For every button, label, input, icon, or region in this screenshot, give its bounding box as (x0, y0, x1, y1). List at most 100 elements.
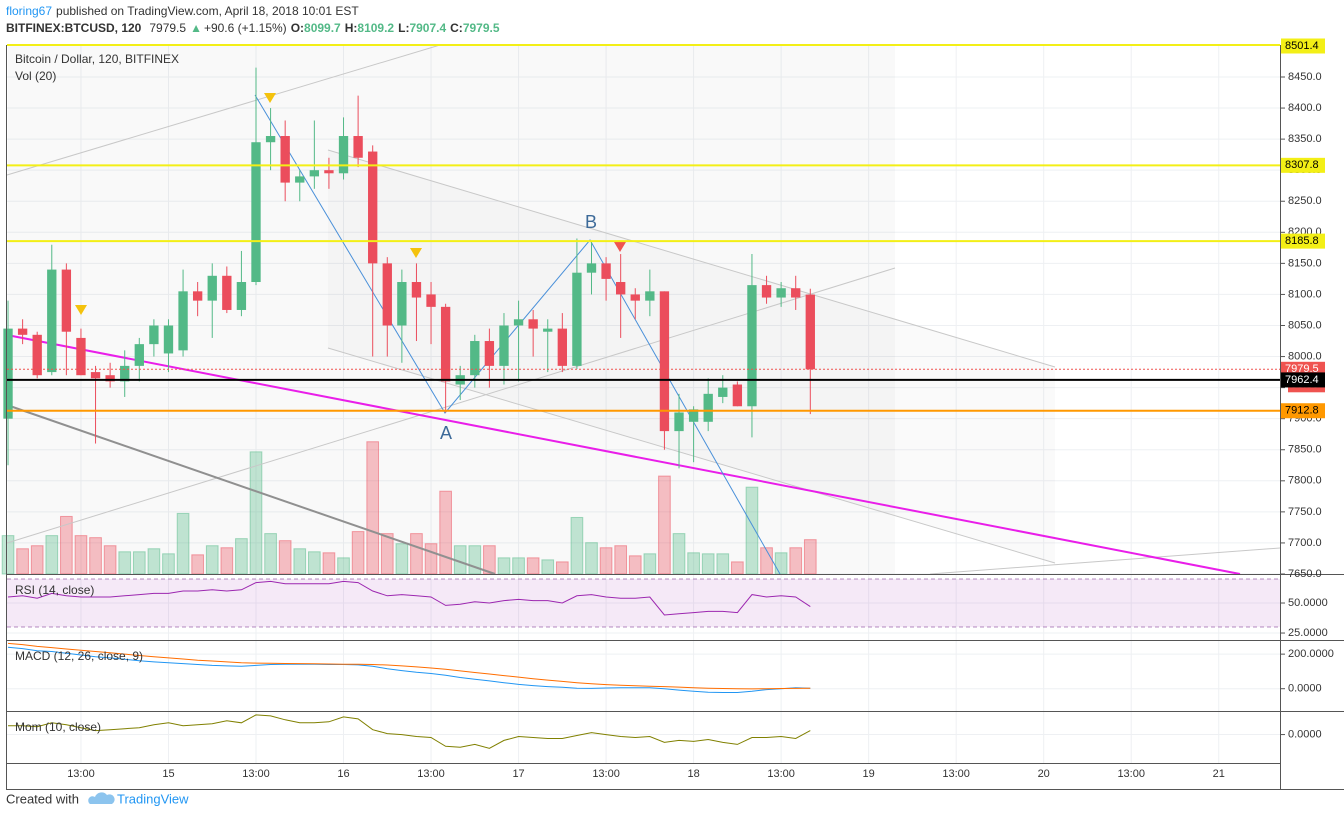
volume (1, 441, 817, 575)
candle-body (659, 291, 670, 432)
volume-bar (599, 547, 613, 575)
pane-title: Bitcoin / Dollar, 120, BITFINEX (15, 52, 179, 66)
pattern-label: B (585, 212, 597, 232)
volume-bar (628, 555, 642, 575)
volume-bar (162, 553, 175, 575)
x-tick-label: 13:00 (942, 768, 970, 780)
band-fill (7, 579, 1280, 628)
x-tick-label: 18 (687, 768, 699, 780)
candle-body (280, 136, 290, 183)
footer-brand[interactable]: TradingView (117, 791, 189, 806)
volume-bar (337, 557, 350, 575)
candle-body (645, 291, 655, 301)
ohlc-value: 8109.2 (357, 21, 394, 35)
volume-bar (716, 553, 730, 575)
candle-body (338, 136, 349, 174)
price-level-label: 7912.8 (1285, 405, 1319, 417)
candle-body (528, 319, 538, 329)
header-line: floring67 published on TradingView.com, A… (6, 4, 359, 18)
volume-bar (74, 535, 88, 575)
drawings (6, 44, 1281, 575)
ohlc-label: O: (291, 21, 304, 35)
y-tick-label: 8450.0 (1288, 71, 1322, 83)
volume-bar (45, 535, 59, 575)
candle-body (61, 269, 72, 332)
price-level-tag (1281, 157, 1325, 173)
candle-body (557, 328, 567, 366)
candles (3, 44, 1280, 469)
ohlc-value: 7907.4 (409, 21, 446, 35)
up-arrow: ▲ (190, 21, 202, 35)
trend-line (6, 404, 496, 575)
volume-bar (672, 533, 686, 575)
published: published on TradingView.com, April 18, … (56, 4, 359, 18)
y-tick-label: 50.0000 (1288, 597, 1328, 609)
volume-bar (468, 545, 482, 575)
symbol: BITFINEX:BTCUSD, 120 (6, 21, 142, 35)
x-tick-label: 13:00 (767, 768, 795, 780)
candle-body (688, 409, 699, 422)
candle-body (251, 142, 261, 283)
volume-bar (424, 543, 438, 575)
volume-bar (147, 548, 161, 575)
volume-bar (191, 554, 204, 575)
candle-body (178, 291, 188, 351)
x-tick-label: 19 (863, 768, 875, 780)
volume-bar (118, 551, 132, 575)
footer-text: Created with (6, 791, 79, 806)
indicator-line (7, 642, 811, 690)
candle-body (703, 393, 713, 422)
y-tick-label: 7800.0 (1288, 475, 1322, 487)
price-level-label: 8185.8 (1285, 235, 1319, 247)
author[interactable]: floring67 (6, 4, 52, 18)
candle-body (368, 151, 378, 264)
candle-body (149, 325, 159, 345)
y-tick-label: 200.0000 (1288, 648, 1334, 660)
change: +90.6 (+1.15%) (204, 21, 287, 35)
price-level-label: 7962.4 (1285, 374, 1319, 386)
y-tick-label: 7750.0 (1288, 506, 1322, 518)
ohlc-label: H: (345, 21, 358, 35)
candle-body (586, 263, 597, 273)
x-tick-label: 21 (1213, 768, 1225, 780)
x-tick-label: 15 (162, 768, 174, 780)
volume-bar (103, 545, 117, 575)
price-level-tag (1281, 372, 1325, 388)
candle-body (747, 285, 757, 407)
candle-body (353, 136, 363, 158)
volume-bar (395, 543, 409, 575)
volume-bar (410, 533, 423, 575)
last: 7979.5 (149, 21, 186, 35)
x-tick-label: 13:00 (1117, 768, 1145, 780)
price-level-label: 7979.5 (1285, 363, 1319, 375)
indicator-line (7, 646, 811, 693)
x-tick-label: 17 (512, 768, 524, 780)
volume-bar (308, 551, 321, 575)
marker (410, 248, 422, 258)
candle-body (791, 288, 801, 298)
candle-body (76, 337, 86, 376)
candle-body (674, 412, 684, 432)
candle-body (192, 291, 203, 301)
y-tick-label: 0.0000 (1288, 728, 1322, 740)
candle-body (397, 282, 407, 326)
candle-body (265, 136, 276, 143)
y-tick-label: 25.0000 (1288, 627, 1328, 639)
y-tick-label: 8400.0 (1288, 102, 1322, 114)
volume-bar (745, 486, 759, 575)
y-tick-label: 0.0000 (1288, 683, 1322, 695)
price-level-tag (1281, 38, 1325, 54)
candle-body (105, 375, 115, 382)
candle-body (324, 170, 334, 174)
marker (75, 305, 87, 315)
y-tick-label: 7850.0 (1288, 444, 1322, 456)
volume-bar (497, 557, 511, 575)
logo[interactable] (88, 792, 115, 804)
candle-body (309, 170, 320, 177)
volume-bar (235, 538, 248, 575)
volume-bar (322, 552, 336, 575)
candle-body (732, 384, 743, 407)
